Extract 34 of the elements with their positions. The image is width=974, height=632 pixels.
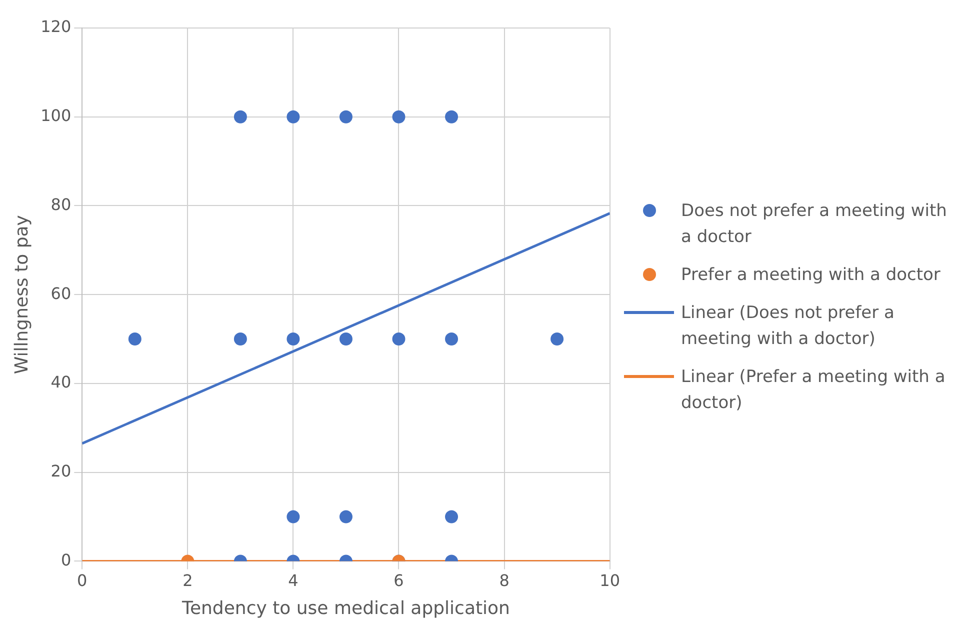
point [286,510,300,524]
x-tick-label: 10 [600,570,620,590]
x-tick-label: 0 [77,570,88,590]
point [339,332,352,346]
point [445,110,458,124]
x-tick-label: 2 [182,570,193,590]
y-tick-label: 120 [40,17,72,36]
x-tick-label: 4 [288,570,298,590]
legend-label: Linear (Prefer a meeting with a doctor) [681,366,946,415]
point [286,332,300,346]
y-tick-label: 20 [50,461,72,480]
point [339,510,352,524]
point [392,110,406,124]
point [234,110,247,124]
point [445,510,458,524]
y-tick-label: 100 [40,106,72,126]
point [550,332,564,346]
y-tick-label: 60 [50,284,72,303]
point [445,332,458,346]
point [339,110,352,124]
y-tick-label: 40 [50,372,72,392]
point [234,332,247,346]
y-tick-label: 0 [60,550,72,570]
point [392,332,406,346]
x-tick-label: 8 [499,570,510,590]
y-tick-label: 80 [50,194,72,214]
legend-label: Does not prefer a meeting with a doctor [681,200,948,249]
point [286,110,300,124]
legend-label: Linear (Does not prefer a meeting with a doctor) [681,302,896,351]
x-axis-title: Tendency to use medical application [181,598,510,619]
y-axis-title: Willngness to pay [11,214,32,374]
legend-label: Prefer a meeting with a doctor [681,264,940,287]
x-tick-label: 6 [394,570,404,590]
point [128,332,142,346]
